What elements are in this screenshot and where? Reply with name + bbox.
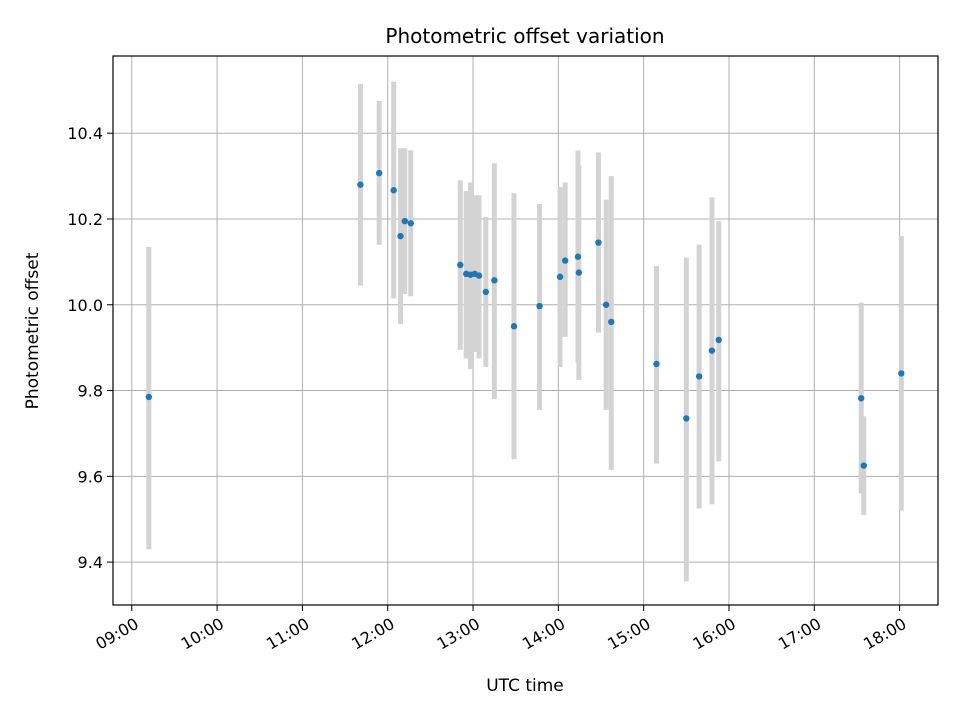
data-point [858, 395, 865, 402]
y-tick-label: 10.2 [67, 210, 103, 229]
data-point [708, 347, 716, 354]
y-tick-label: 9.4 [78, 553, 103, 572]
data-point [860, 462, 867, 469]
data-point [695, 373, 703, 380]
y-tick-label: 9.6 [78, 467, 103, 486]
data-point [390, 187, 397, 194]
data-point [602, 301, 610, 308]
data-point [357, 181, 364, 188]
x-axis-ticks: 09:00 10:00 11:00 12:00 13:00 14:00 15:00 16:00… [92, 605, 910, 654]
y-tick-label: 10.0 [67, 296, 103, 315]
data-point [375, 169, 383, 177]
data-point [653, 360, 660, 368]
data-point [401, 217, 408, 225]
y-tick-label: 10.4 [67, 124, 103, 143]
data-point [683, 415, 690, 422]
data-point [556, 273, 564, 281]
data-point [491, 277, 498, 284]
data-point [898, 370, 905, 377]
data-point [407, 220, 414, 227]
data-points [145, 169, 905, 469]
data-point [145, 393, 153, 401]
chart-title: Photometric offset variation [385, 24, 664, 48]
data-point [595, 239, 602, 246]
x-axis-label: UTC time [486, 676, 564, 696]
data-point [608, 318, 615, 326]
plot-frame [112, 55, 939, 606]
data-point [715, 336, 722, 344]
data-point [575, 269, 583, 276]
data-point [475, 272, 483, 279]
data-point [561, 257, 569, 264]
y-tick-label: 9.8 [78, 382, 103, 401]
y-axis-label: Photometric offset [23, 252, 43, 409]
data-point [574, 253, 582, 260]
data-point [536, 302, 543, 310]
data-point [457, 261, 464, 269]
data-point [397, 232, 404, 240]
y-axis-ticks: 9.4 9.6 9.8 10.0 10.2 10.4 [67, 124, 113, 572]
data-point [510, 323, 518, 330]
data-point [482, 288, 490, 296]
